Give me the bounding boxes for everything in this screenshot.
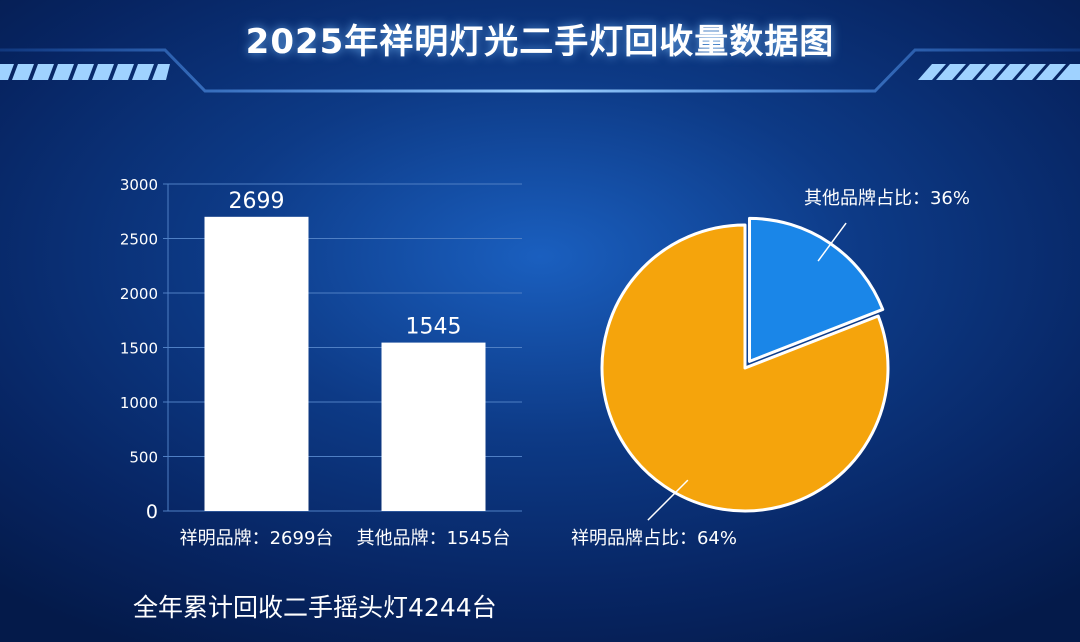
bar-chart-y-ticks: 0 500 1000 1500 2000 2500 3000 xyxy=(120,176,158,523)
header-stripes-left xyxy=(0,64,170,80)
y-tick-label: 1500 xyxy=(120,340,158,358)
pie-slice-xiangming xyxy=(600,223,890,513)
pie-chart-labels: 其他品牌占比：36% 祥明品牌占比：64% xyxy=(571,188,970,549)
bar xyxy=(204,216,309,511)
bar-chart-categories: 祥明品牌：2699台 其他品牌：1545台 xyxy=(180,528,511,549)
bar xyxy=(381,342,486,511)
header-stripes-right xyxy=(918,64,1080,80)
pie-label-xiangming: 祥明品牌占比：64% xyxy=(571,528,737,549)
category-label: 其他品牌：1545台 xyxy=(357,528,511,549)
summary-text: 全年累计回收二手摇头灯4244台 xyxy=(133,593,497,622)
y-tick-label: 3000 xyxy=(120,176,158,194)
y-tick-label: 500 xyxy=(129,449,158,467)
header-decoration xyxy=(0,48,1080,93)
pie-slice-other xyxy=(748,216,885,363)
pie-chart-leaders xyxy=(647,222,847,521)
bar-chart-data-labels: 2699 1545 xyxy=(229,189,462,340)
y-tick-label: 2500 xyxy=(120,231,158,249)
header-frame-line xyxy=(0,48,1080,93)
y-tick-label: 2000 xyxy=(120,285,158,303)
page-title: 2025年祥明灯光二手灯回收量数据图 xyxy=(245,22,835,62)
pie-leader-other xyxy=(817,222,847,262)
bar-data-label: 1545 xyxy=(406,315,462,340)
bar-chart-bars xyxy=(204,216,486,511)
y-tick-label: 1000 xyxy=(120,394,158,412)
pie-leader-xiangming xyxy=(647,479,689,521)
pie-chart xyxy=(600,216,890,513)
category-label: 祥明品牌：2699台 xyxy=(180,528,334,549)
pie-label-other: 其他品牌占比：36% xyxy=(804,188,970,209)
y-tick-label: 0 xyxy=(146,501,158,523)
bar-data-label: 2699 xyxy=(229,189,285,214)
